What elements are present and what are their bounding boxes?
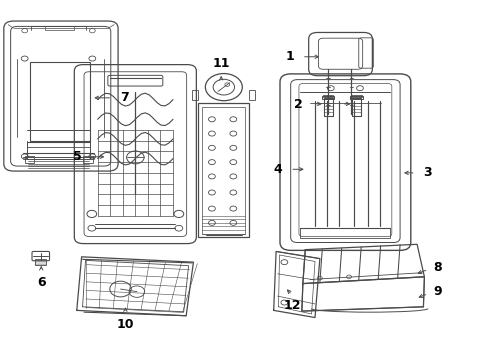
Bar: [45, 26, 74, 30]
Bar: [352, 98, 361, 116]
Bar: [323, 98, 332, 116]
Text: 12: 12: [283, 298, 300, 312]
Bar: [198, 103, 249, 237]
Bar: [35, 258, 46, 265]
Text: 6: 6: [37, 276, 45, 289]
Bar: [192, 90, 198, 100]
Bar: [249, 90, 255, 100]
Bar: [350, 96, 363, 99]
Text: 1: 1: [285, 50, 294, 63]
Bar: [25, 157, 34, 163]
Text: 4: 4: [273, 163, 282, 176]
Bar: [202, 107, 245, 234]
Text: 8: 8: [432, 261, 441, 274]
Bar: [321, 96, 334, 99]
Text: 5: 5: [73, 150, 81, 163]
Bar: [351, 95, 362, 97]
Text: 7: 7: [120, 91, 129, 104]
Text: 3: 3: [423, 166, 431, 179]
Bar: [83, 157, 93, 163]
Text: 2: 2: [293, 99, 302, 112]
Text: 10: 10: [116, 318, 134, 330]
Bar: [322, 95, 333, 97]
Bar: [30, 62, 90, 141]
Text: 11: 11: [212, 57, 229, 70]
Bar: [300, 228, 389, 238]
Text: 9: 9: [432, 285, 441, 298]
